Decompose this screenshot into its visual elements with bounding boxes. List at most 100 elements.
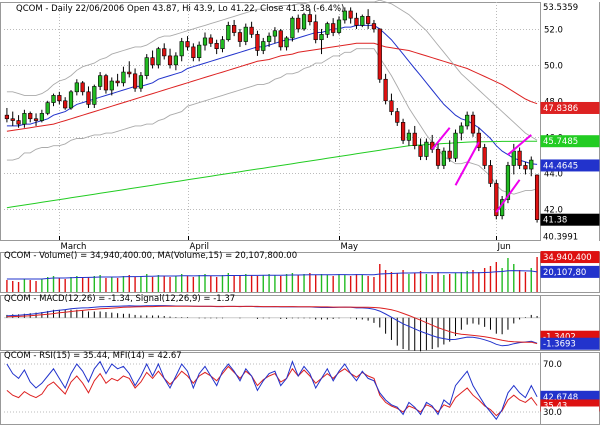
rsi-value-label: 42.6748 (543, 393, 578, 403)
candle-body (28, 113, 33, 120)
price-value-label: 47.8386 (543, 104, 578, 114)
price-tick-label: 44.0 (544, 170, 563, 180)
macd-value-label: -1.3693 (543, 340, 576, 350)
candle-body (33, 118, 39, 121)
candle-body (214, 43, 219, 50)
candle-body (511, 150, 516, 166)
price-value-label: 44.4645 (543, 161, 578, 171)
candle-body (389, 100, 394, 112)
candle-body (220, 39, 225, 50)
price-tick-label: 52.0 (544, 26, 563, 36)
ma-long-line (6, 140, 538, 209)
candle-body (459, 125, 464, 134)
candle-body (226, 25, 231, 41)
price-value-label: 45.7485 (543, 137, 578, 147)
price-value-label-bg (540, 135, 600, 148)
candle-body (290, 17, 295, 39)
candle-body (284, 37, 289, 48)
candle-body (377, 28, 382, 80)
candle-body (103, 75, 109, 91)
rsi-panel-title: QCOM - RSI(15) = 35.44, MFI(14) = 42.67 (4, 351, 182, 361)
candle-body (51, 95, 56, 103)
candle-body (232, 25, 237, 33)
candle-body (197, 44, 202, 58)
month-label: May (341, 242, 359, 252)
trendline (431, 127, 451, 150)
candle-body (92, 86, 97, 105)
candle-body (156, 48, 161, 66)
macd-value-label: -1.3402 (543, 333, 576, 343)
candle-body (127, 71, 132, 75)
month-label: Jun (497, 242, 511, 252)
candle-body (371, 23, 377, 30)
candle-body (80, 82, 85, 93)
candle-body (249, 26, 254, 35)
candle-body (266, 35, 272, 42)
candle-body (470, 114, 476, 134)
candle-body (109, 80, 114, 91)
volume-value-label: 34,940,400 (543, 253, 592, 263)
candle-body (517, 150, 522, 166)
candle-body (86, 91, 91, 105)
candle-body (296, 17, 301, 30)
candle-body (121, 71, 126, 84)
volume-value-label-bg (540, 265, 600, 278)
candle-body (162, 48, 167, 57)
price-value-label-bg (541, 1, 599, 13)
grid-lines (4, 2, 540, 413)
candle-body (4, 114, 10, 120)
candle-body (424, 141, 429, 157)
candle-body (534, 174, 540, 221)
month-label: March (61, 242, 87, 252)
candle-body (412, 132, 417, 146)
candle-body (453, 132, 458, 159)
macd-signal-line (6, 305, 538, 345)
candle-body (150, 57, 155, 66)
candle-body (191, 46, 196, 58)
price-value-label-bg (541, 230, 599, 242)
mfi-line (6, 360, 538, 421)
candle-body (465, 114, 470, 127)
rsi-value-label-bg (541, 406, 599, 418)
candle-body (278, 30, 283, 48)
candle-body (98, 75, 103, 87)
ma-mid-line (6, 42, 538, 132)
candle-body (307, 14, 312, 23)
candle-body (354, 17, 359, 26)
candle-body (366, 16, 371, 24)
candle-body (243, 26, 248, 42)
candle-body (406, 132, 412, 141)
trendline (454, 141, 480, 186)
labels-layer: 42.044.046.048.050.052.0MarchAprilMayJun… (61, 1, 600, 418)
candle-body (39, 113, 44, 121)
price-value-label: 41.38 (543, 216, 567, 226)
candle-body (488, 165, 493, 184)
volume-panel-title: QCOM - Volume() = 34,940,400.00, MA(Volu… (4, 251, 297, 261)
candle-body (115, 80, 120, 84)
candle-body (505, 165, 511, 200)
volume-ma-line (6, 270, 538, 280)
candle-body (418, 145, 423, 157)
candle-body (360, 16, 365, 26)
candle-body (237, 32, 243, 42)
candle-body (523, 165, 528, 170)
candle-body (447, 150, 452, 159)
candle-body (441, 150, 446, 166)
band-lower-line (6, 48, 538, 195)
band-upper-line (6, 0, 538, 141)
candle-body (319, 34, 324, 41)
candle-body (272, 30, 278, 37)
rsi-value-label: 70.0 (543, 360, 562, 370)
price-value-label-bg (540, 101, 600, 114)
candle-body (173, 55, 178, 66)
series-layer (4, 0, 540, 421)
trendline (495, 179, 521, 213)
price-value-label-bg (540, 159, 600, 172)
candle-body (331, 23, 336, 33)
candle-body (45, 102, 50, 114)
candle-body (336, 19, 342, 33)
candle-body (22, 113, 27, 125)
candle-body (325, 23, 330, 35)
candle-body (16, 120, 21, 125)
